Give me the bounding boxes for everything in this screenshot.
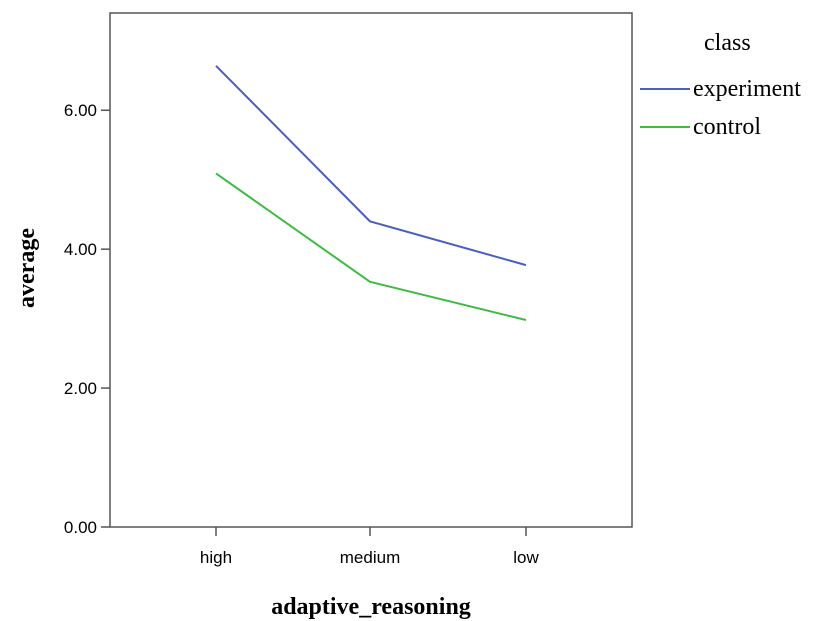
x-tick-label: low — [513, 548, 539, 567]
y-tick-label: 2.00 — [64, 379, 97, 398]
series-lines — [215, 65, 527, 321]
series-line-experiment — [215, 65, 527, 267]
y-axis-title: average — [14, 228, 40, 308]
legend-label-experiment: experiment — [693, 76, 801, 102]
x-axis-title: adaptive_reasoning — [271, 594, 471, 620]
y-tick-label: 0.00 — [64, 518, 97, 537]
series-line-control — [215, 172, 527, 321]
legend: class experiment control — [640, 30, 801, 140]
plot-frame — [109, 12, 633, 528]
legend-title: class — [704, 30, 751, 56]
y-tick-label: 6.00 — [64, 101, 97, 120]
y-tick-label: 4.00 — [64, 240, 97, 259]
x-tick-label: high — [200, 548, 232, 567]
y-axis: 0.00 2.00 4.00 6.00 — [64, 101, 110, 537]
legend-label-control: control — [693, 114, 761, 140]
x-tick-label: medium — [340, 548, 400, 567]
x-axis: high medium low — [200, 527, 539, 567]
